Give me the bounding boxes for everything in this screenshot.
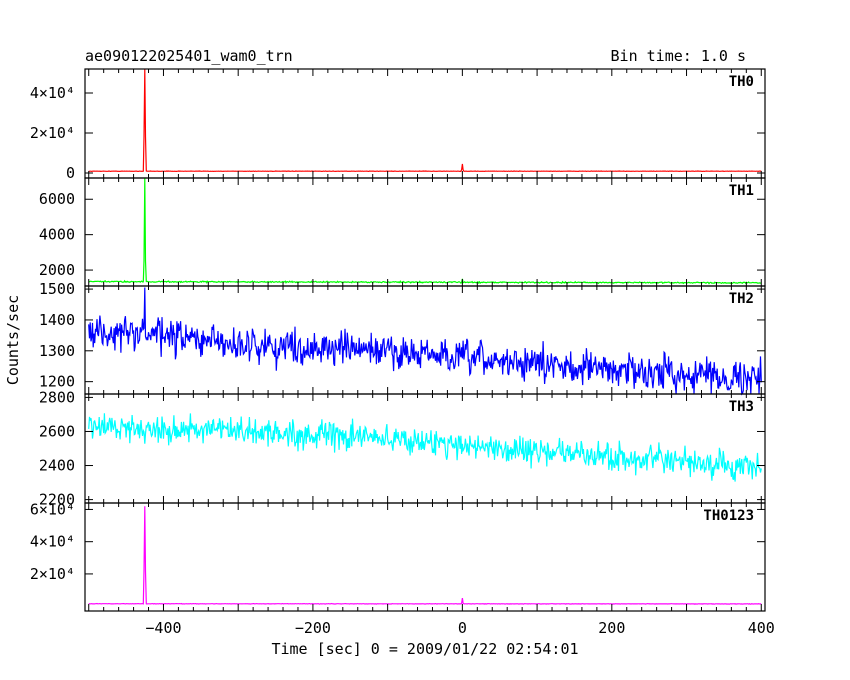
- y-tick-label: 4000: [39, 226, 75, 244]
- y-tick-label: 2×10⁴: [30, 565, 75, 583]
- y-tick-label: 2800: [39, 388, 75, 406]
- y-tick-label: 6000: [39, 190, 75, 208]
- y-tick-label: 1300: [39, 342, 75, 360]
- y-tick-label: 2000: [39, 261, 75, 279]
- panel-th2: TH2 1200 1300 1400 1500: [39, 280, 766, 396]
- y-tick-label: 6×10⁴: [30, 500, 75, 518]
- x-tick-label: −200: [295, 619, 331, 637]
- panel-frame: [84, 177, 766, 287]
- chart-title: ae090122025401_wam0_trn: [85, 47, 293, 65]
- panel-frame: [84, 68, 766, 179]
- series-line-th3: [88, 413, 762, 482]
- panel-label-th1: TH1: [729, 183, 754, 199]
- series-line-th2: [88, 287, 762, 396]
- x-tick-label: 0: [458, 619, 467, 637]
- panel-th3: TH3 2200 2400 2600 2800: [39, 388, 766, 509]
- y-tick-label: 2200: [39, 491, 75, 509]
- x-tick-label: 200: [598, 619, 625, 637]
- panel-label-th0: TH0: [729, 74, 754, 90]
- panel-frame: [84, 502, 766, 612]
- panels-group: TH002×10⁴4×10⁴TH1200040006000TH212001300…: [30, 68, 775, 637]
- y-tick-label: 2600: [39, 422, 75, 440]
- panel-th1: TH1 2000 4000 6000: [39, 177, 766, 287]
- panel-th0123: TH0123 2×10⁴ 4×10⁴ 6×10⁴: [30, 500, 766, 612]
- panel-frame: [84, 285, 766, 395]
- series-line-th0123: [88, 506, 762, 605]
- panel-label-th3: TH3: [729, 399, 754, 415]
- y-tick-label: 1500: [39, 280, 75, 298]
- y-tick-label: 1200: [39, 373, 75, 391]
- bin-time-label: Bin time: 1.0 s: [611, 47, 746, 65]
- x-tick-label: 400: [748, 619, 775, 637]
- y-axis-label: Counts/sec: [4, 295, 22, 385]
- series-line-th0: [88, 68, 762, 173]
- x-tick-label: −400: [145, 619, 181, 637]
- y-tick-label: 2400: [39, 457, 75, 475]
- panel-label-th0123: TH0123: [703, 508, 754, 524]
- y-tick-label: 2×10⁴: [30, 124, 75, 142]
- y-tick-label: 0: [66, 164, 75, 182]
- series-line-th1: [88, 177, 762, 285]
- panel-label-th2: TH2: [729, 291, 754, 307]
- panel-th0: TH0 0 2×10⁴ 4×10⁴: [30, 68, 766, 182]
- y-tick-label: 4×10⁴: [30, 84, 75, 102]
- y-tick-label: 4×10⁴: [30, 533, 75, 551]
- x-axis-label: Time [sec] 0 = 2009/01/22 02:54:01: [271, 640, 578, 658]
- y-tick-label: 1400: [39, 311, 75, 329]
